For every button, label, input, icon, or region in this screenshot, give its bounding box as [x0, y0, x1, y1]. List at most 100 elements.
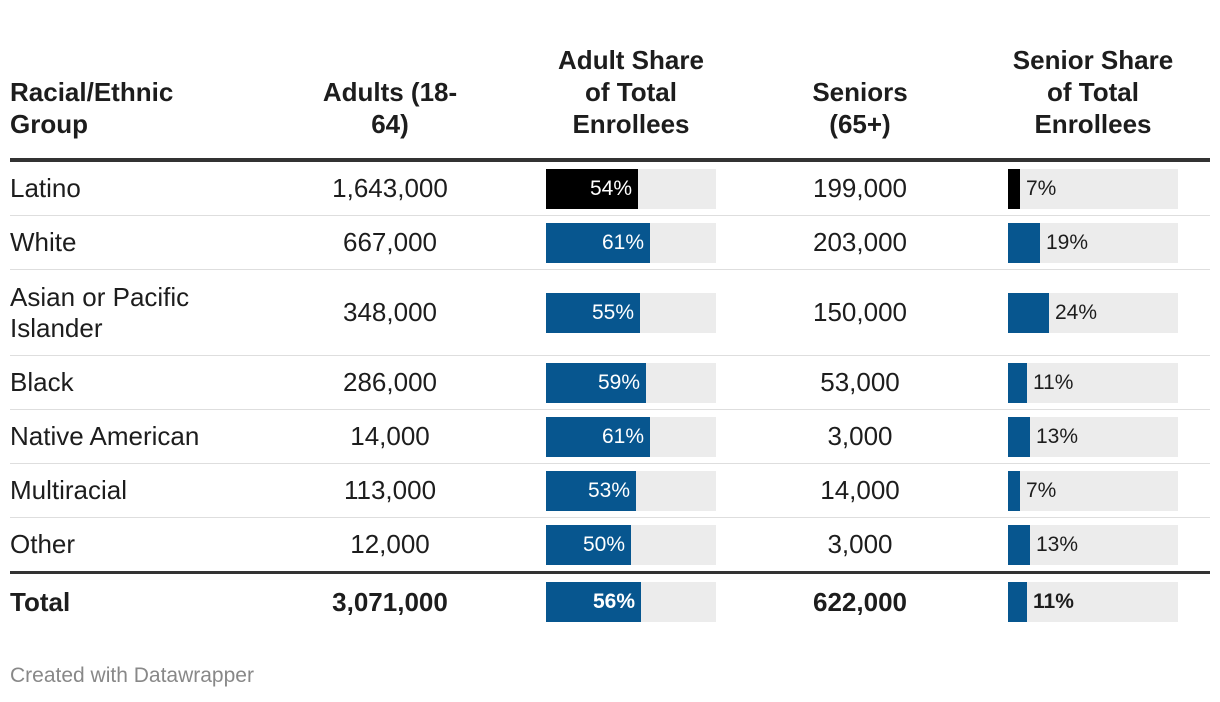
header-line: Senior Share [1012, 45, 1174, 75]
header-line: (65+) [829, 109, 891, 139]
adult-share-label: 61% [601, 230, 644, 254]
table-row: Other 12,000 50% 3,000 13% [10, 518, 1210, 572]
adult-share-track: 59% [546, 362, 716, 403]
senior-share-bar [1008, 222, 1040, 263]
table-row: Black 286,000 59% 53,000 11% [10, 356, 1210, 410]
adult-share-track: 55% [546, 292, 716, 333]
senior-share-label: 7% [1026, 176, 1057, 200]
senior-share-label: 24% [1055, 300, 1098, 324]
table-row: Native American 14,000 61% 3,000 13% [10, 410, 1210, 464]
adult-share-track: 53% [546, 470, 716, 511]
header-seniors: Seniors (65+) [780, 76, 940, 140]
senior-share-bar [1008, 416, 1030, 457]
adults-cell: 3,071,000 [332, 586, 448, 617]
group-cell: Latino [10, 173, 81, 203]
adult-share-bar [546, 222, 650, 263]
adult-share-label: 53% [587, 478, 630, 502]
header-line: of Total [585, 77, 677, 107]
seniors-cell: 199,000 [813, 173, 907, 203]
senior-share-track: 13% [1008, 416, 1178, 457]
table-row: Asian or Pacific Islander 348,000 55% 150,00… [10, 270, 1210, 356]
group-line: Islander [10, 312, 103, 343]
senior-share-label: 11% [1033, 590, 1074, 613]
header-line: Adults (18- [322, 77, 458, 107]
adults-cell: 12,000 [350, 529, 430, 559]
adult-share-label: 54% [589, 176, 632, 200]
seniors-cell: 3,000 [827, 529, 893, 559]
adult-share-bar [546, 362, 646, 403]
group-cell: Multiracial [10, 475, 128, 505]
adult-share-track: 61% [546, 222, 716, 263]
adults-cell: 667,000 [343, 227, 437, 257]
adults-cell: 14,000 [350, 421, 430, 451]
senior-share-label: 7% [1026, 478, 1057, 502]
adult-share-label: 61% [601, 424, 644, 448]
table-body: Latino 1,643,000 54% 199,000 7% White 667,000 6… [10, 162, 1210, 630]
group-cell: Black [10, 367, 74, 397]
footer-credit[interactable]: Created with Datawrapper [10, 664, 254, 687]
adults-cell: 348,000 [343, 297, 437, 327]
senior-share-track: 7% [1008, 168, 1178, 209]
adult-share-track: 50% [546, 524, 716, 565]
group-cell: Total [10, 586, 71, 617]
senior-share-track: 11% [1008, 582, 1178, 622]
adults-cell: 113,000 [343, 475, 437, 505]
adult-share-bar [546, 582, 641, 622]
senior-share-label: 13% [1036, 424, 1079, 448]
header-line: Group [10, 109, 88, 139]
adult-share-bar [546, 292, 640, 333]
adult-share-bar [546, 524, 631, 565]
group-cell: Asian or Pacific Islander [10, 270, 250, 355]
seniors-cell: 53,000 [820, 367, 900, 397]
group-cell: Other [10, 529, 76, 559]
table-row: Latino 1,643,000 54% 199,000 7% [10, 162, 1210, 216]
senior-share-bar [1008, 524, 1030, 565]
header-line: 64) [371, 109, 409, 139]
senior-share-track: 7% [1008, 470, 1178, 511]
group-line: Asian or Pacific [10, 281, 190, 312]
adult-share-bar [546, 470, 636, 511]
adult-share-track: 56% [546, 582, 716, 622]
seniors-cell: 622,000 [813, 586, 907, 617]
senior-share-label: 13% [1036, 532, 1079, 556]
table-row: Multiracial 113,000 53% 14,000 7% [10, 464, 1210, 518]
header-line: of Total [1047, 77, 1139, 107]
adult-share-track: 61% [546, 416, 716, 457]
group-cell: White [10, 227, 77, 257]
header-line: Enrollees [572, 109, 690, 139]
header-senior-share: Senior Share of Total Enrollees [1008, 44, 1178, 140]
seniors-cell: 150,000 [813, 297, 907, 327]
adult-share-track: 54% [546, 168, 716, 209]
total-row: Total 3,071,000 56% 622,000 11% [10, 571, 1210, 630]
adult-share-bar [546, 168, 638, 209]
seniors-cell: 3,000 [827, 421, 893, 451]
senior-share-bar [1008, 362, 1027, 403]
adult-share-label: 59% [597, 370, 640, 394]
adult-share-label: 56% [592, 590, 635, 613]
adult-share-label: 55% [591, 300, 634, 324]
senior-share-track: 13% [1008, 524, 1178, 565]
header-adults: Adults (18- 64) [310, 76, 470, 140]
adult-share-label: 50% [582, 532, 625, 556]
header-line: Racial/Ethnic [10, 77, 174, 107]
adults-cell: 286,000 [343, 367, 437, 397]
senior-share-track: 24% [1008, 292, 1178, 333]
header-line: Enrollees [1034, 109, 1152, 139]
senior-share-bar [1008, 582, 1027, 622]
header-line: Adult Share [558, 45, 704, 75]
table-header: Racial/Ethnic Group Adults (18- 64) Adult … [10, 0, 1210, 162]
senior-share-track: 11% [1008, 362, 1178, 403]
adult-share-bar [546, 416, 650, 457]
senior-share-track: 19% [1008, 222, 1178, 263]
senior-share-label: 19% [1046, 230, 1089, 254]
header-adult-share: Adult Share of Total Enrollees [546, 44, 716, 140]
seniors-cell: 203,000 [813, 227, 907, 257]
group-cell: Native American [10, 421, 200, 451]
header-group: Racial/Ethnic Group [10, 76, 250, 140]
adults-cell: 1,643,000 [332, 173, 448, 203]
seniors-cell: 14,000 [820, 475, 900, 505]
header-line: Seniors [812, 77, 908, 107]
senior-share-bar [1008, 168, 1020, 209]
senior-share-label: 11% [1033, 370, 1074, 394]
table-row: White 667,000 61% 203,000 19% [10, 216, 1210, 270]
